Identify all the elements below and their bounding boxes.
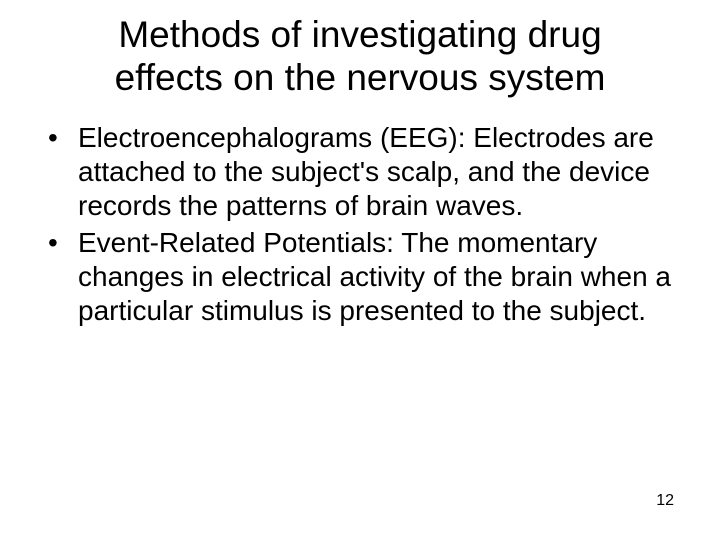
list-item: Electroencephalograms (EEG): Electrodes …	[40, 121, 690, 223]
page-number: 12	[656, 492, 674, 510]
slide: Methods of investigating drug effects on…	[0, 0, 720, 540]
list-item: Event-Related Potentials: The momentary …	[40, 226, 690, 328]
slide-body: Electroencephalograms (EEG): Electrodes …	[0, 99, 720, 328]
bullet-list: Electroencephalograms (EEG): Electrodes …	[40, 121, 690, 328]
slide-title: Methods of investigating drug effects on…	[0, 0, 720, 99]
